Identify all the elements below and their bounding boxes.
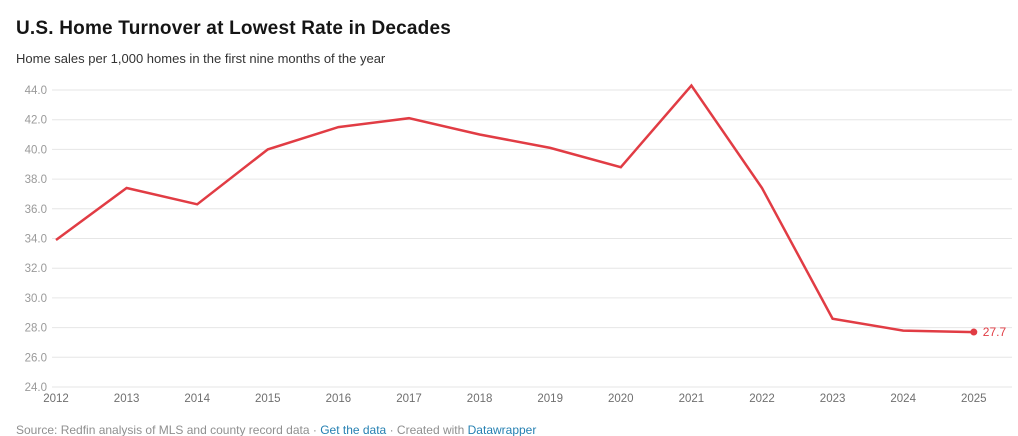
chart-subtitle: Home sales per 1,000 homes in the first … bbox=[16, 51, 386, 66]
x-tick-label-2021: 2021 bbox=[679, 393, 705, 405]
y-tick-label: 34.0 bbox=[25, 234, 47, 246]
x-tick-label-2018: 2018 bbox=[467, 393, 493, 405]
chart-footer: Source: Redfin analysis of MLS and count… bbox=[16, 423, 536, 436]
x-tick-label-2012: 2012 bbox=[43, 393, 69, 405]
x-tick-label-2020: 2020 bbox=[608, 393, 634, 405]
footer-separator: · bbox=[389, 423, 394, 436]
x-tick-label-2017: 2017 bbox=[396, 393, 422, 405]
y-tick-label: 36.0 bbox=[25, 204, 47, 216]
datawrapper-link[interactable]: Datawrapper bbox=[467, 423, 537, 436]
get-the-data-link[interactable]: Get the data bbox=[320, 423, 387, 436]
y-tick-label: 44.0 bbox=[25, 85, 47, 97]
end-point-marker bbox=[970, 328, 978, 336]
y-tick-label: 28.0 bbox=[25, 323, 47, 335]
x-tick-label-2024: 2024 bbox=[890, 393, 916, 405]
y-tick-label: 40.0 bbox=[25, 144, 47, 156]
chart-title: U.S. Home Turnover at Lowest Rate in Dec… bbox=[16, 18, 452, 39]
x-tick-label-2025: 2025 bbox=[961, 393, 987, 405]
x-tick-label-2016: 2016 bbox=[326, 393, 352, 405]
y-tick-label: 26.0 bbox=[25, 352, 47, 364]
y-tick-label: 30.0 bbox=[25, 293, 47, 305]
created-with-text: Created with bbox=[396, 423, 465, 436]
x-tick-label-2014: 2014 bbox=[184, 393, 210, 405]
x-tick-label-2019: 2019 bbox=[537, 393, 563, 405]
footer-separator: · bbox=[312, 423, 317, 436]
line-chart-plot: 24.0 26.0 28.0 30.0 32.0 34.0 36.0 38.0 40.0 42.0… bbox=[25, 83, 1012, 405]
x-tick-label-2013: 2013 bbox=[114, 393, 140, 405]
x-tick-label-2015: 2015 bbox=[255, 393, 281, 405]
y-tick-label: 42.0 bbox=[25, 115, 47, 127]
turnover-line-series bbox=[55, 83, 974, 334]
x-tick-label-2022: 2022 bbox=[749, 393, 775, 405]
end-value-label: 27.7 bbox=[983, 325, 1007, 339]
x-tick-label-2023: 2023 bbox=[820, 393, 846, 405]
y-tick-label: 38.0 bbox=[25, 174, 47, 186]
source-text: Source: Redfin analysis of MLS and count… bbox=[16, 423, 310, 436]
y-tick-label: 24.0 bbox=[25, 382, 47, 394]
y-tick-label: 32.0 bbox=[25, 263, 47, 275]
